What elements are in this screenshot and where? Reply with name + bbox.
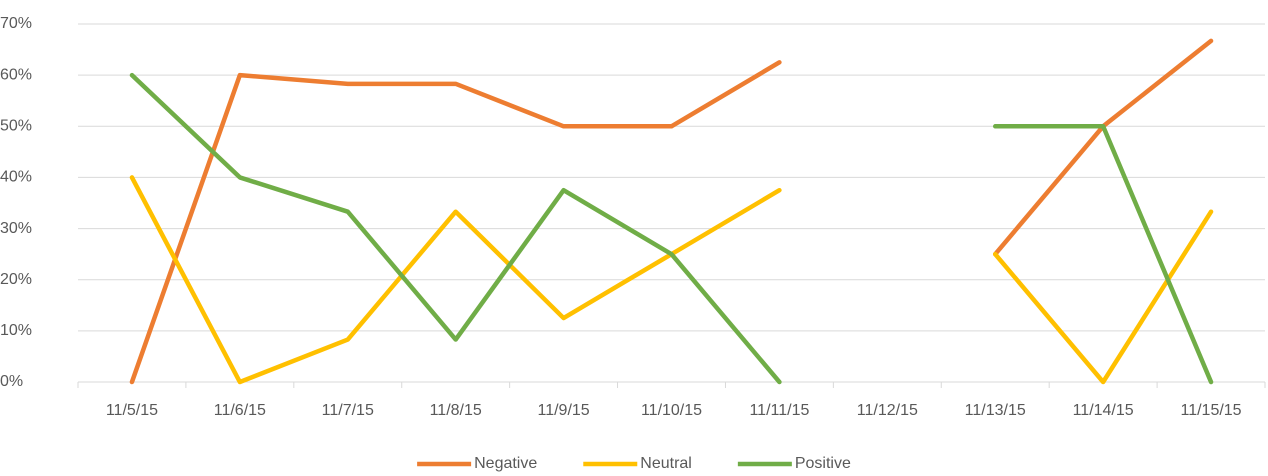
legend-label: Positive <box>795 455 851 472</box>
x-tick-label: 11/11/15 <box>749 402 809 419</box>
y-tick-label: 70% <box>0 15 32 32</box>
x-tick-label: 11/6/15 <box>214 402 266 419</box>
y-tick-label: 60% <box>0 66 32 83</box>
x-tick-label: 11/14/15 <box>1073 402 1134 419</box>
x-tick-label: 11/13/15 <box>965 402 1026 419</box>
y-tick-label: 50% <box>0 118 32 135</box>
x-tick-label: 11/8/15 <box>430 402 482 419</box>
x-tick-label: 11/5/15 <box>106 402 158 419</box>
x-tick-label: 11/9/15 <box>537 402 589 419</box>
y-tick-label: 0% <box>0 373 23 390</box>
y-tick-label: 40% <box>0 169 32 186</box>
x-tick-label: 11/10/15 <box>641 402 702 419</box>
x-tick-label: 11/12/15 <box>857 402 918 419</box>
legend-label: Negative <box>474 455 537 472</box>
x-tick-label: 11/15/15 <box>1180 402 1241 419</box>
series-line <box>129 72 1214 385</box>
legend-label: Neutral <box>640 455 692 472</box>
y-tick-label: 20% <box>0 271 32 288</box>
x-tick-label: 11/7/15 <box>322 402 374 419</box>
y-tick-label: 10% <box>0 322 32 339</box>
y-tick-label: 30% <box>0 220 32 237</box>
